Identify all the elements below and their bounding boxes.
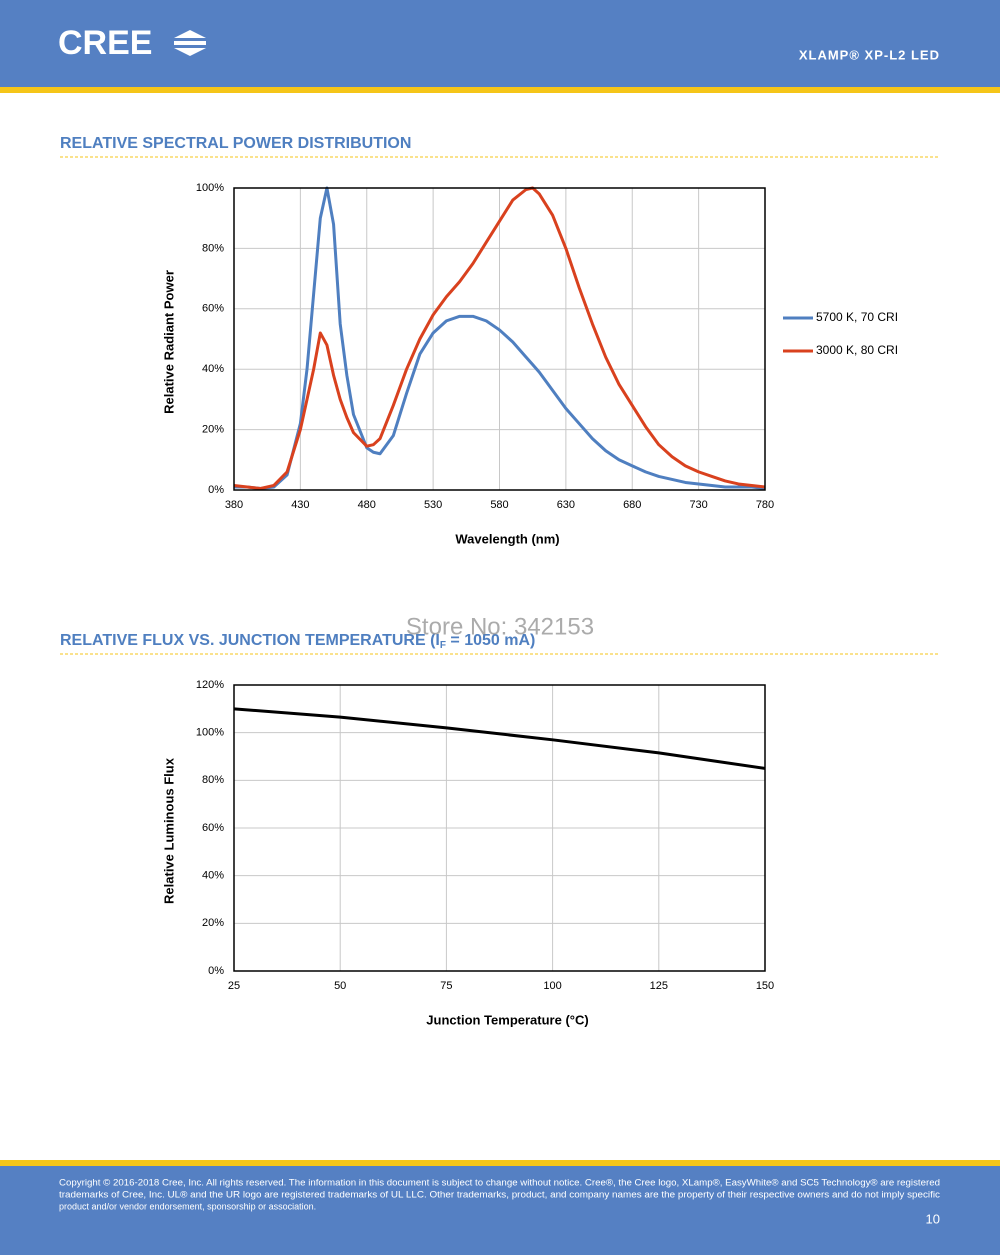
x-tick-label: 380	[225, 499, 243, 511]
x-axis-label: Wavelength (nm)	[455, 531, 559, 546]
legend-label: 5700 K, 70 CRI	[816, 310, 898, 324]
y-tick-label: 120%	[196, 679, 224, 691]
title-part: RELATIVE FLUX VS. JUNCTION TEMPERATURE (…	[60, 632, 440, 649]
y-tick-label: 80%	[202, 242, 224, 254]
x-tick-label: 730	[689, 499, 707, 511]
product-name: XLAMP® XP-L2 LED	[799, 47, 940, 62]
section-title: RELATIVE FLUX VS. JUNCTION TEMPERATURE (…	[60, 632, 535, 650]
y-tick-label: 0%	[208, 484, 224, 496]
y-tick-label: 60%	[202, 822, 224, 834]
y-tick-label: 40%	[202, 363, 224, 375]
footer-stripe	[0, 1160, 1000, 1166]
data-line	[233, 186, 766, 490]
plot-frame	[233, 187, 766, 491]
data-line	[234, 186, 766, 490]
x-tick-label: 780	[756, 499, 774, 511]
charts: 0% 20% 40% 60% 80% 100% 380 430 480 530 580 630 680 7…	[161, 182, 898, 1028]
page-number: 10	[926, 1211, 940, 1226]
y-axis-label: Relative Radiant Power	[161, 270, 176, 414]
x-tick-label: 580	[490, 499, 508, 511]
title-subscript: F	[440, 640, 446, 651]
copyright-line: trademarks of Cree, Inc. UL® and the UR …	[59, 1189, 941, 1199]
y-tick-label: 20%	[202, 424, 224, 436]
y-tick-label: 80%	[202, 774, 224, 786]
y-axis-label: Relative Luminous Flux	[161, 757, 176, 904]
x-tick-label: 125	[650, 980, 668, 992]
x-tick-label: 150	[756, 980, 774, 992]
logo: CREE	[58, 24, 152, 62]
logo-icon	[174, 30, 206, 56]
watermark: Store No: 342153	[406, 613, 594, 640]
x-tick-label: 100	[543, 980, 561, 992]
copyright-line: Copyright © 2016-2018 Cree, Inc. All rig…	[59, 1177, 940, 1187]
copyright-line: product and/or vendor endorsement, spons…	[59, 1201, 316, 1211]
x-tick-label: 630	[557, 499, 575, 511]
y-tick-label: 40%	[202, 870, 224, 882]
y-tick-label: 60%	[202, 303, 224, 315]
data-line	[233, 707, 766, 770]
x-tick-label: 480	[358, 499, 376, 511]
legend-label: 3000 K, 80 CRI	[816, 343, 898, 357]
y-tick-label: 100%	[196, 182, 224, 194]
x-tick-label: 430	[291, 499, 309, 511]
x-tick-label: 75	[440, 980, 452, 992]
header-stripe	[0, 87, 1000, 93]
y-tick-label: 20%	[202, 917, 224, 929]
x-tick-label: 25	[228, 980, 240, 992]
footer-bar	[0, 1166, 1000, 1255]
y-tick-label: 0%	[208, 965, 224, 977]
title-part: = 1050 mA)	[446, 632, 535, 649]
header-bar	[0, 0, 1000, 87]
section-title: RELATIVE SPECTRAL POWER DISTRIBUTION	[60, 135, 411, 152]
y-tick-label: 100%	[196, 727, 224, 739]
x-axis-label: Junction Temperature (°C)	[426, 1012, 588, 1027]
x-tick-label: 50	[334, 980, 346, 992]
plot-frame	[233, 684, 766, 972]
x-tick-label: 680	[623, 499, 641, 511]
x-tick-label: 530	[424, 499, 442, 511]
